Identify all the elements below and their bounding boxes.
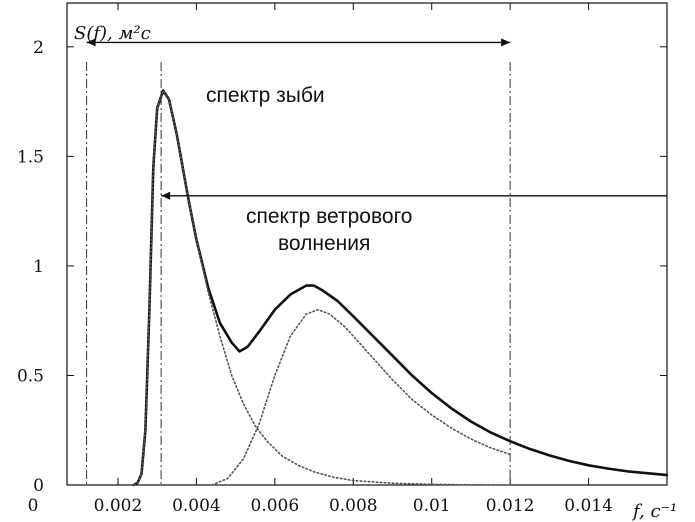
boundary-lines <box>86 62 511 485</box>
plot-frame <box>66 2 668 486</box>
range-arrows <box>86 38 667 200</box>
x-tick-label: 0.01 <box>413 496 451 516</box>
wind-wave-component-curve <box>211 308 511 486</box>
x-tick-label: 0.006 <box>251 496 300 516</box>
swell-arrow-head-right <box>501 38 511 47</box>
swell-arrow-head-left <box>86 38 96 47</box>
x-tick-label: 0 <box>28 496 39 516</box>
wind-wave-label-line2: волнения <box>278 232 370 255</box>
x-tick-label: 0.004 <box>172 496 221 516</box>
x-axis-label: f, с⁻¹ <box>631 501 677 522</box>
swell-component-curve <box>132 89 511 486</box>
axis-ticks: 0 0.002 0.004 0.006 0.008 0.01 0.012 0.014 0 0.5 1… <box>17 3 667 516</box>
wind-wave-arrow-head-left <box>161 191 171 200</box>
y-tick-label: 1.5 <box>17 147 44 167</box>
spectrum-curves <box>132 89 669 487</box>
total-spectrum-curve <box>132 89 669 487</box>
x-tick-label: 0.002 <box>94 496 143 516</box>
y-tick-label: 2 <box>33 38 44 58</box>
swell-spectrum-label: спектр зыби <box>206 84 325 107</box>
y-axis-label: S(f), м²с <box>74 23 151 44</box>
wind-wave-label-line1: спектр ветрового <box>246 205 412 228</box>
x-tick-label: 0.012 <box>486 496 535 516</box>
x-tick-label: 0.014 <box>564 496 613 516</box>
y-tick-label: 0 <box>33 476 44 496</box>
y-tick-label: 1 <box>33 257 44 277</box>
x-tick-label: 0.008 <box>329 496 378 516</box>
y-tick-label: 0.5 <box>17 366 44 386</box>
